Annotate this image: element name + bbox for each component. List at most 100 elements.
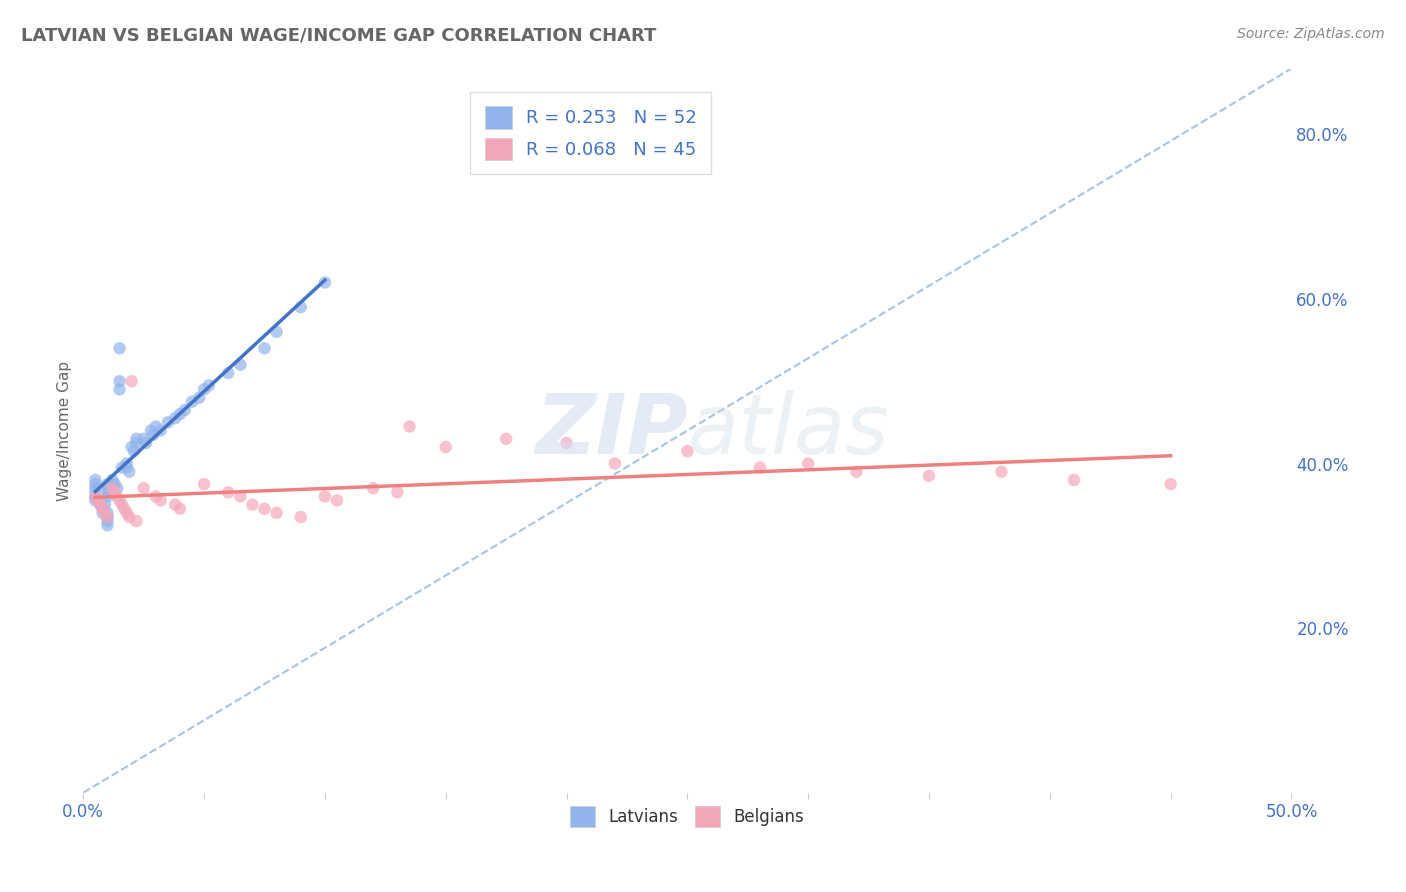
Point: [145, 419, 167, 434]
Point: [105, 490, 128, 504]
Point: [112, 501, 135, 516]
Point: [84, 493, 107, 508]
Point: [118, 465, 141, 479]
Point: [193, 383, 215, 397]
Point: [217, 485, 239, 500]
Point: [242, 498, 264, 512]
Point: [173, 403, 195, 417]
Point: [122, 444, 145, 458]
Point: [101, 481, 124, 495]
Point: [434, 440, 457, 454]
Point: [94, 498, 117, 512]
Point: [115, 506, 138, 520]
Point: [198, 378, 221, 392]
Point: [165, 411, 187, 425]
Point: [326, 493, 349, 508]
Point: [193, 477, 215, 491]
Point: [188, 391, 211, 405]
Point: [290, 300, 312, 314]
Point: [84, 490, 107, 504]
Point: [165, 498, 187, 512]
Point: [84, 490, 107, 504]
Point: [104, 477, 127, 491]
Point: [217, 366, 239, 380]
Point: [845, 465, 868, 479]
Point: [96, 510, 118, 524]
Point: [229, 490, 252, 504]
Point: [91, 506, 114, 520]
Point: [91, 501, 114, 516]
Point: [101, 473, 124, 487]
Point: [121, 374, 143, 388]
Point: [108, 374, 131, 388]
Point: [115, 460, 138, 475]
Point: [84, 481, 107, 495]
Point: [1063, 473, 1085, 487]
Point: [169, 407, 191, 421]
Point: [314, 490, 336, 504]
Point: [96, 490, 118, 504]
Y-axis label: Wage/Income Gap: Wage/Income Gap: [58, 360, 72, 500]
Point: [121, 440, 143, 454]
Point: [387, 485, 409, 500]
Point: [266, 506, 288, 520]
Point: [290, 510, 312, 524]
Point: [603, 457, 626, 471]
Point: [108, 493, 131, 508]
Point: [91, 501, 114, 516]
Point: [84, 485, 107, 500]
Point: [495, 432, 517, 446]
Point: [314, 276, 336, 290]
Point: [89, 498, 111, 512]
Point: [89, 498, 111, 512]
Point: [104, 485, 127, 500]
Point: [918, 468, 941, 483]
Point: [990, 465, 1012, 479]
Point: [96, 477, 118, 491]
Text: LATVIAN VS BELGIAN WAGE/INCOME GAP CORRELATION CHART: LATVIAN VS BELGIAN WAGE/INCOME GAP CORRE…: [21, 27, 657, 45]
Point: [125, 432, 148, 446]
Point: [96, 518, 118, 533]
Point: [118, 510, 141, 524]
Point: [87, 493, 110, 508]
Legend: Latvians, Belgians: Latvians, Belgians: [562, 798, 813, 835]
Point: [111, 498, 134, 512]
Point: [149, 424, 172, 438]
Point: [96, 485, 118, 500]
Point: [125, 436, 148, 450]
Point: [797, 457, 820, 471]
Point: [139, 424, 162, 438]
Point: [145, 490, 167, 504]
Text: ZIP: ZIP: [534, 390, 688, 471]
Point: [169, 501, 191, 516]
Point: [94, 506, 117, 520]
Point: [253, 501, 276, 516]
Point: [361, 481, 384, 495]
Point: [84, 473, 107, 487]
Point: [96, 510, 118, 524]
Point: [111, 460, 134, 475]
Text: atlas: atlas: [688, 390, 889, 471]
Point: [132, 432, 155, 446]
Point: [156, 415, 179, 429]
Point: [266, 325, 288, 339]
Point: [108, 383, 131, 397]
Point: [132, 481, 155, 495]
Point: [96, 514, 118, 528]
Point: [398, 419, 420, 434]
Text: Source: ZipAtlas.com: Source: ZipAtlas.com: [1237, 27, 1385, 41]
Point: [1160, 477, 1182, 491]
Point: [676, 444, 699, 458]
Point: [748, 460, 770, 475]
Point: [105, 481, 128, 495]
Point: [181, 394, 204, 409]
Point: [125, 514, 148, 528]
Point: [135, 436, 157, 450]
Point: [149, 493, 172, 508]
Point: [253, 341, 276, 355]
Point: [229, 358, 252, 372]
Point: [96, 481, 118, 495]
Point: [115, 457, 138, 471]
Point: [84, 477, 107, 491]
Point: [96, 506, 118, 520]
